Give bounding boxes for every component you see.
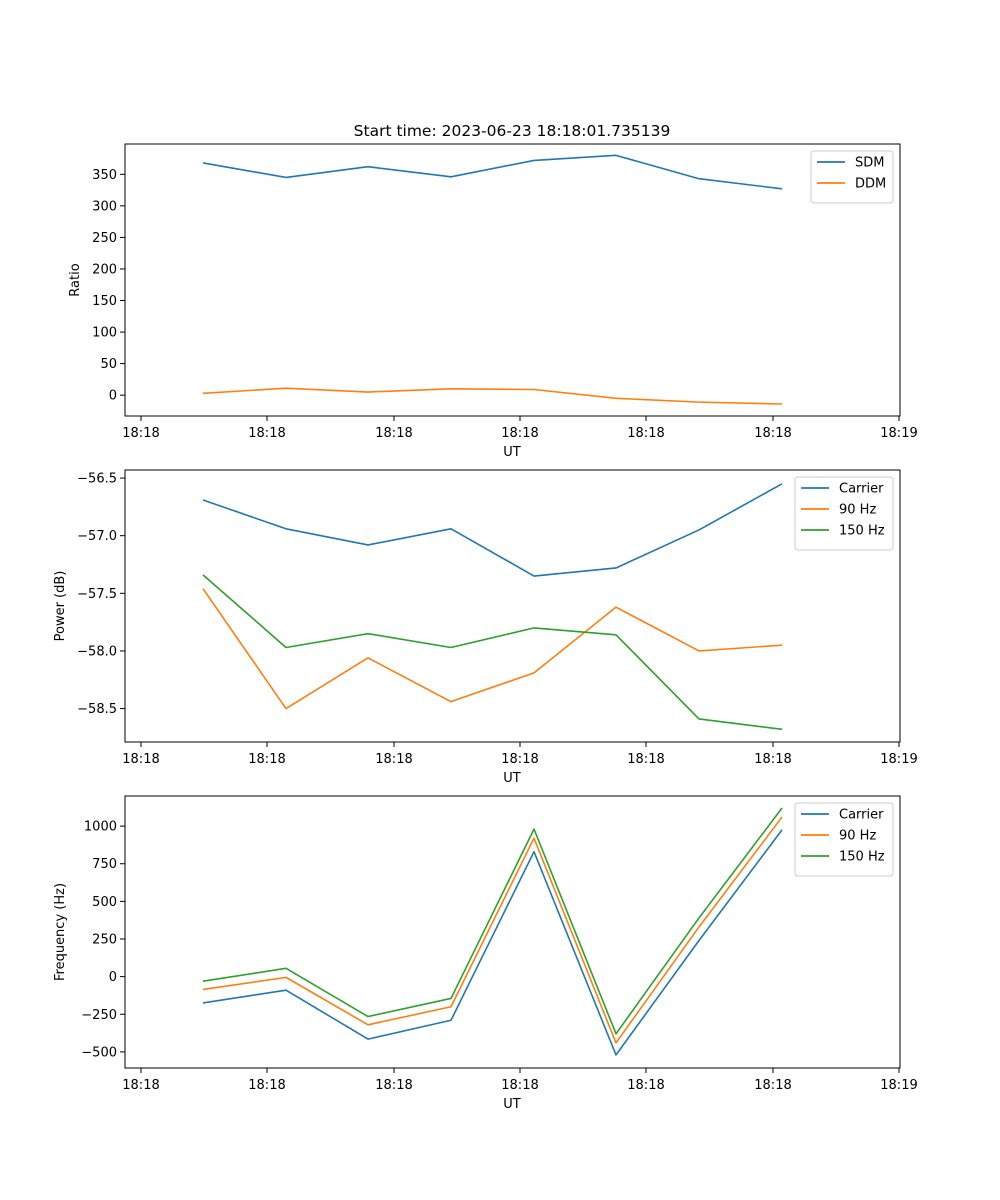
x-tick-label: 18:18 — [627, 1078, 664, 1093]
y-tick-label: 300 — [92, 199, 117, 214]
x-tick-label: 18:19 — [880, 426, 917, 441]
legend-label: 150 Hz — [839, 850, 885, 865]
series-line-sdm — [202, 154, 783, 190]
x-tick-label: 18:18 — [375, 752, 412, 767]
series-line-ddm — [202, 387, 783, 405]
plot-frame — [124, 143, 901, 417]
x-tick-label: 18:18 — [627, 752, 664, 767]
y-tick-label: 500 — [92, 895, 117, 910]
series-line-150-hz — [202, 574, 783, 731]
chart-panel-1: 18:18 18:18 18:18 18:18 18:18 18:18 18:19 0 50 10… — [68, 143, 918, 460]
y-tick-label: −57.0 — [77, 529, 117, 544]
series-line-150-hz — [202, 807, 783, 1035]
legend-box — [794, 802, 894, 877]
plot-frame — [124, 795, 901, 1069]
chart-panel-2: 18:18 18:18 18:18 18:18 18:18 18:18 18:19 −56.5… — [53, 469, 918, 786]
x-tick-label: 18:18 — [501, 426, 538, 441]
y-tick-label: −58.5 — [77, 702, 117, 717]
y-tick-label: −56.5 — [77, 472, 117, 487]
y-tick-label: 750 — [92, 857, 117, 872]
x-tick-label: 18:18 — [248, 426, 285, 441]
y-tick-label: 250 — [92, 231, 117, 246]
y-tick-label: −500 — [81, 1045, 117, 1060]
y-tick-label: 0 — [109, 389, 117, 404]
legend-label: 90 Hz — [839, 829, 876, 844]
series-line-carrier — [202, 829, 783, 1056]
series-line-carrier — [202, 483, 783, 577]
x-tick-label: 18:18 — [754, 752, 791, 767]
panels: 18:18 18:18 18:18 18:18 18:18 18:18 18:19 0 50 10… — [53, 143, 918, 1112]
y-tick-label: −57.5 — [77, 587, 117, 602]
legend-label: DDM — [855, 177, 886, 192]
x-tick-label: 18:18 — [122, 426, 159, 441]
legend-label: SDM — [855, 156, 884, 171]
x-axis-label: UT — [503, 445, 521, 460]
x-tick-label: 18:18 — [501, 752, 538, 767]
x-tick-label: 18:19 — [880, 1078, 917, 1093]
legend-label: Carrier — [839, 808, 884, 823]
x-tick-label: 18:19 — [880, 752, 917, 767]
y-tick-label: 200 — [92, 262, 117, 277]
x-tick-label: 18:18 — [501, 1078, 538, 1093]
y-axis-label: Ratio — [68, 263, 83, 296]
y-tick-label: −250 — [81, 1008, 117, 1023]
figure-title: Start time: 2023-06-23 18:18:01.735139 — [354, 122, 671, 140]
x-tick-label: 18:18 — [754, 426, 791, 441]
y-tick-label: 250 — [92, 932, 117, 947]
y-tick-label: −58.0 — [77, 644, 117, 659]
legend: Carrier 90 Hz 150 Hz — [794, 802, 894, 877]
y-tick-label: 150 — [92, 294, 117, 309]
x-tick-label: 18:18 — [375, 1078, 412, 1093]
y-tick-label: 1000 — [84, 820, 117, 835]
legend-label: 90 Hz — [839, 503, 876, 518]
y-axis-label: Power (dB) — [53, 571, 68, 642]
legend-label: Carrier — [839, 482, 884, 497]
chart-panel-3: 18:18 18:18 18:18 18:18 18:18 18:18 18:19 −500 −… — [53, 795, 918, 1112]
x-tick-label: 18:18 — [248, 1078, 285, 1093]
y-tick-label: 100 — [92, 326, 117, 341]
x-tick-label: 18:18 — [627, 426, 664, 441]
plot-frame — [124, 469, 901, 743]
y-tick-label: 0 — [109, 970, 117, 985]
series-line-90-hz — [202, 816, 783, 1044]
x-axis-label: UT — [503, 771, 521, 786]
x-tick-label: 18:18 — [122, 752, 159, 767]
y-tick-label: 350 — [92, 168, 117, 183]
legend: SDM DDM — [810, 150, 894, 204]
legend-box — [810, 150, 894, 204]
series-line-90-hz — [202, 588, 783, 710]
y-tick-label: 50 — [100, 357, 117, 372]
y-axis-label: Frequency (Hz) — [53, 883, 68, 981]
x-tick-label: 18:18 — [754, 1078, 791, 1093]
x-tick-label: 18:18 — [122, 1078, 159, 1093]
legend-box — [794, 476, 894, 551]
x-tick-label: 18:18 — [248, 752, 285, 767]
legend: Carrier 90 Hz 150 Hz — [794, 476, 894, 551]
x-tick-label: 18:18 — [375, 426, 412, 441]
x-axis-label: UT — [503, 1097, 521, 1112]
legend-label: 150 Hz — [839, 524, 885, 539]
